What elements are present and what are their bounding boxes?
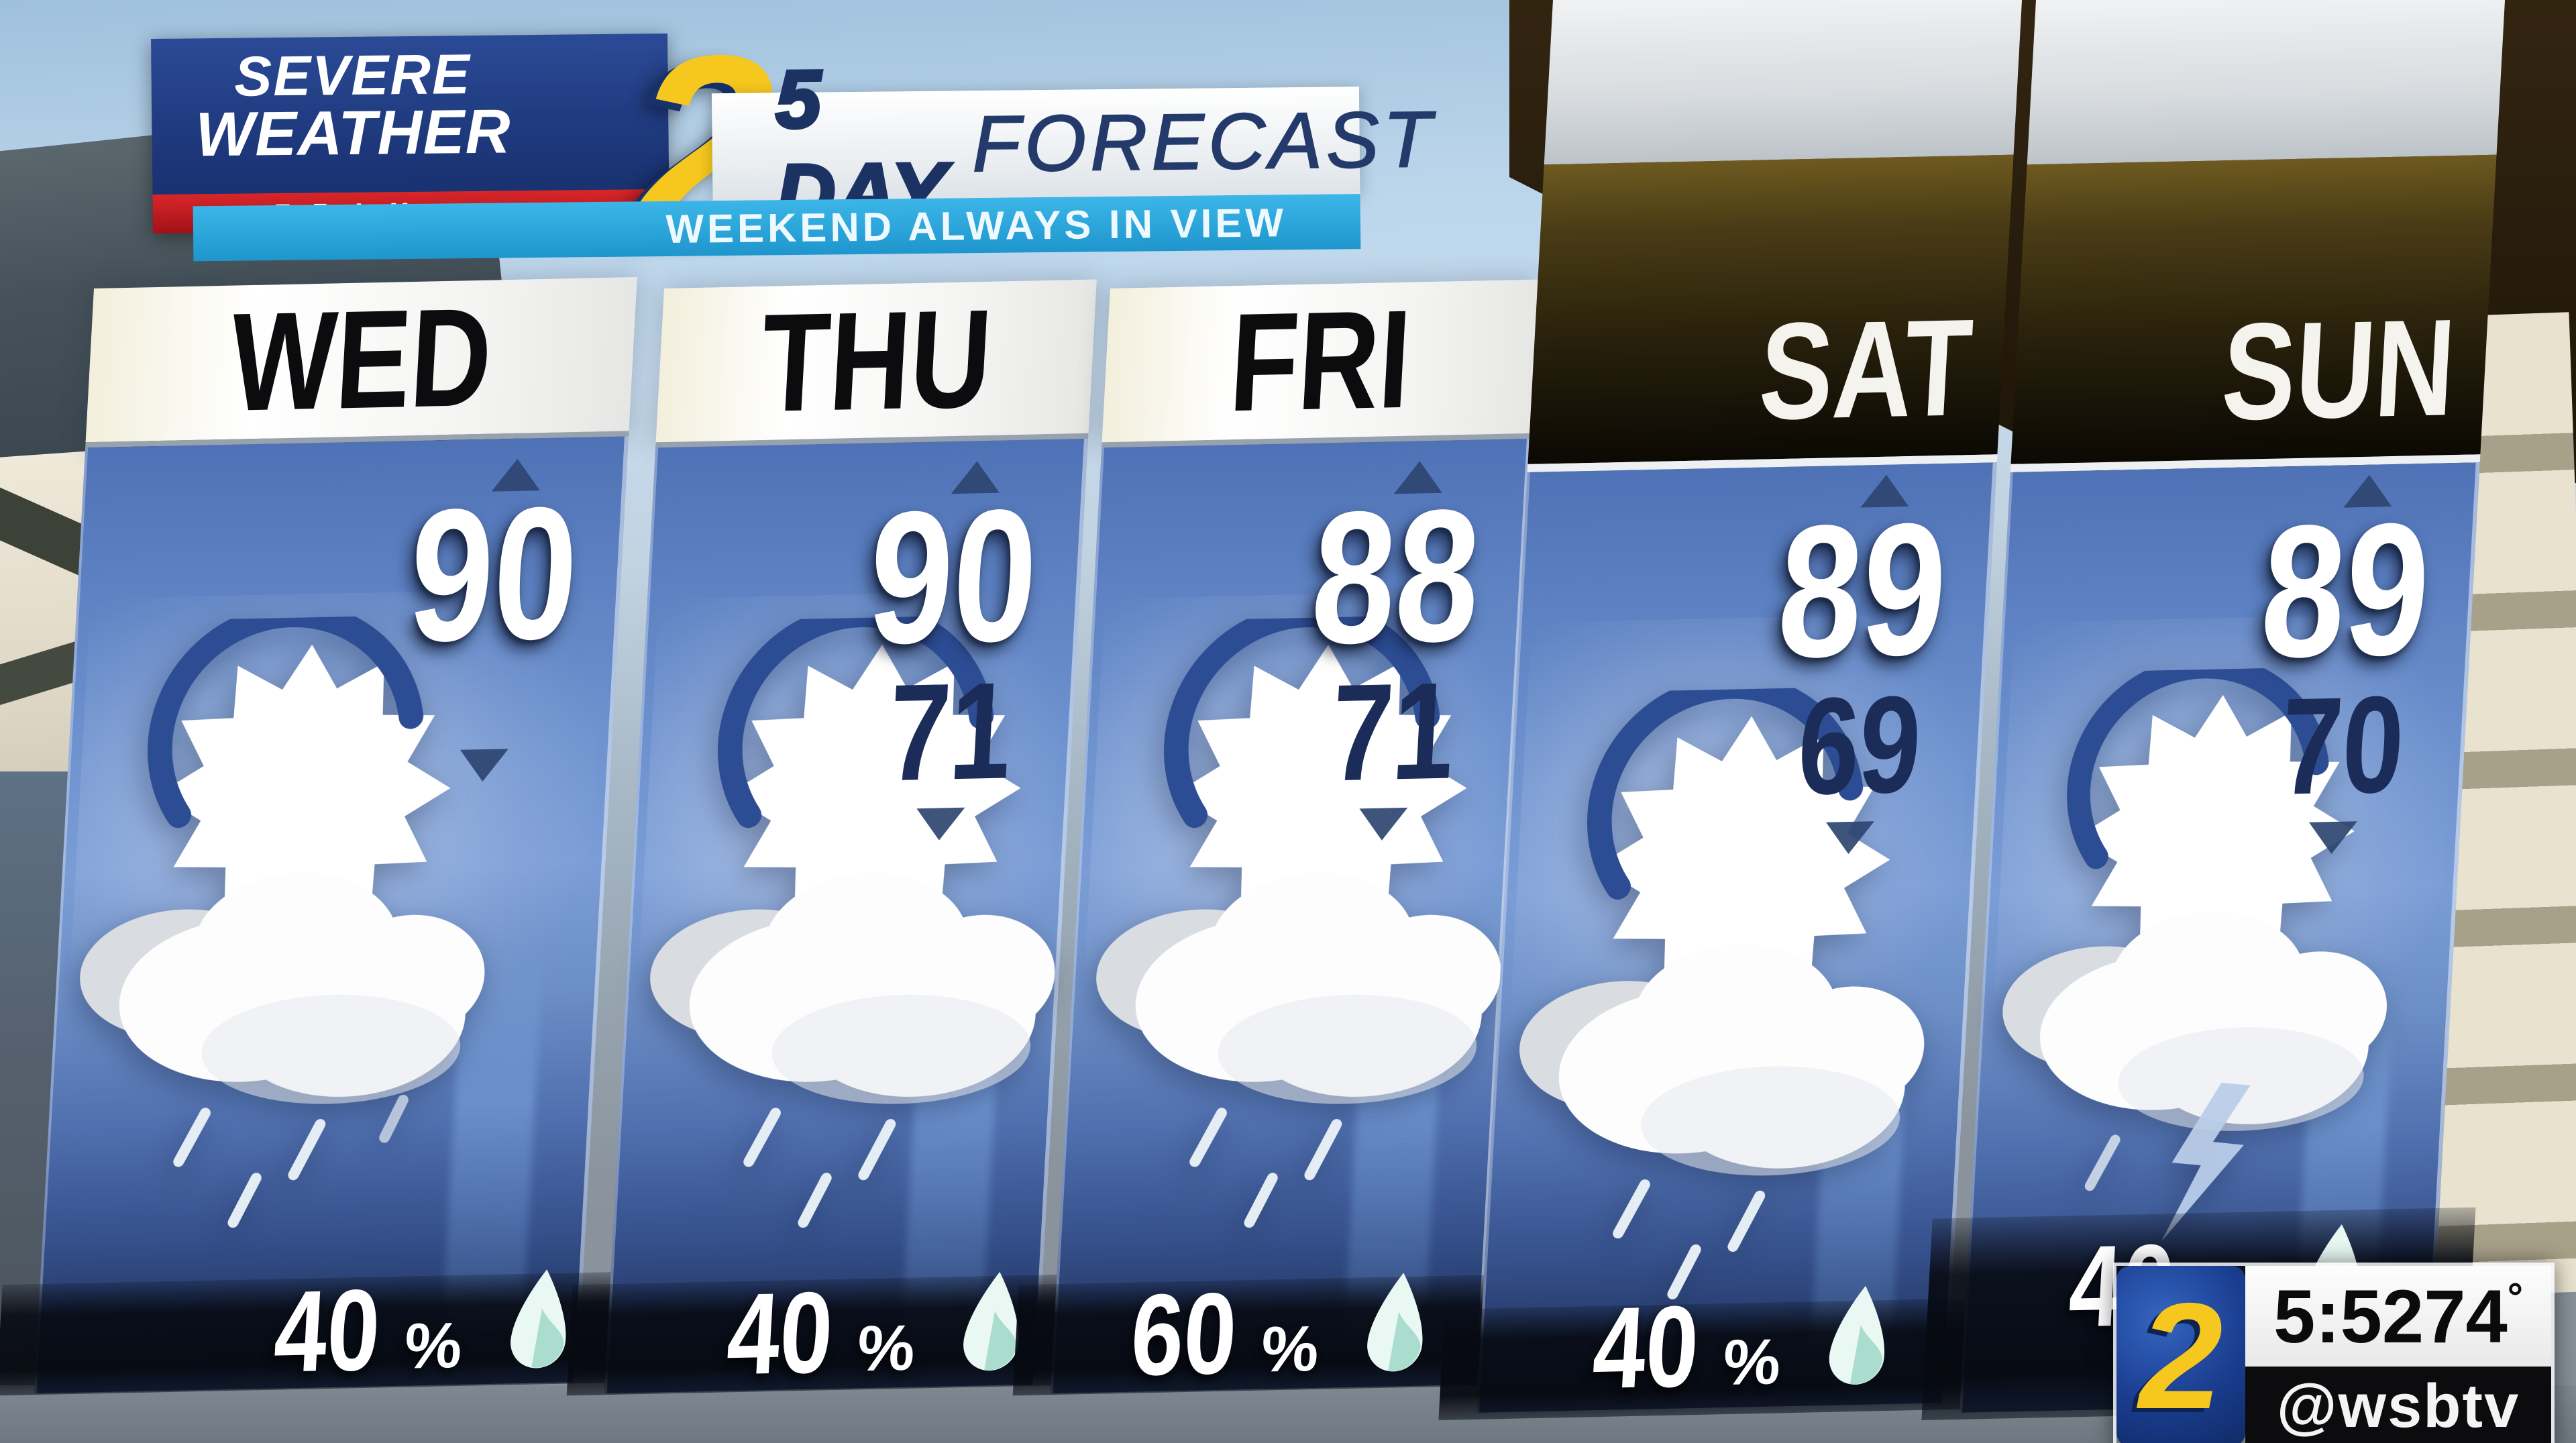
arrow-down-icon [2307, 821, 2357, 855]
arrow-down-icon [1824, 821, 1874, 855]
raindrop-icon [1820, 1279, 1898, 1399]
title-forecast: FORECAST [971, 95, 1437, 189]
day-header: THU [655, 279, 1097, 448]
day-label: SUN [2218, 290, 2459, 449]
current-time: 5:52 [2273, 1274, 2424, 1358]
title-band: 5 DAY FORECAST [711, 52, 1436, 241]
day-label: WED [227, 279, 496, 441]
precip-chance: 60 % [1128, 1269, 1432, 1400]
forecast-panel: 89 70 [1921, 462, 2480, 1421]
high-temp: 89 [1773, 484, 1952, 698]
forecast-column-thu: THU 90 71 [566, 279, 1097, 1399]
arrow-down-icon [914, 808, 965, 841]
subtitle-text: WEEKEND ALWAYS IN VIEW [665, 199, 1287, 252]
day-label: THU [757, 280, 996, 442]
temperature-block: 89 69 [1723, 474, 1952, 857]
raindrop-icon [955, 1265, 1032, 1385]
forecast-column-wed: WED 90 [0, 277, 637, 1397]
sun-cloud-rain-icon [599, 612, 1095, 1236]
percent-sign: % [1721, 1326, 1783, 1399]
forecast-panel: 89 69 [1438, 462, 1997, 1421]
forecast-column-sat: SAT 89 69 [1438, 0, 2023, 1421]
temperature-block: 90 [357, 458, 583, 784]
degree-symbol: ° [2507, 1275, 2523, 1319]
precip-value: 40 [724, 1267, 837, 1399]
low-temp: 71 [884, 653, 1016, 810]
temperature-block: 90 71 [813, 460, 1042, 843]
station-bug: 2 5:52 74° @wsbtv [2113, 1263, 2555, 1443]
percent-sign: % [1259, 1312, 1321, 1386]
forecast-panel: 88 71 [1012, 438, 1532, 1400]
precip-value: 60 [1128, 1269, 1240, 1400]
logo-text: SEVERE WEATHER [171, 42, 535, 170]
high-temp: 90 [404, 468, 583, 682]
social-handle: @wsbtv [2245, 1367, 2551, 1443]
high-temp: 88 [1306, 470, 1485, 684]
day-header-weekend: SAT [1527, 154, 2014, 472]
sun-cloud-lightning-icon [1954, 665, 2425, 1257]
precip-chance: 40 % [724, 1267, 1028, 1399]
high-temp: 89 [2256, 484, 2435, 698]
forecast-panel: 90 [0, 436, 629, 1397]
sun-cloud-rain-icon [29, 612, 525, 1236]
wsb-2-logo: 2 [2116, 1266, 2246, 1443]
percent-sign: % [855, 1312, 917, 1385]
precip-chance: 40 % [271, 1265, 576, 1397]
precip-value: 40 [1589, 1281, 1702, 1413]
precip-value: 40 [271, 1265, 384, 1397]
temperature-block: 88 71 [1256, 460, 1485, 843]
high-temp: 90 [863, 470, 1042, 684]
current-temp: 74° [2424, 1273, 2523, 1360]
forecast-column-sun: SUN 89 70 [1921, 0, 2506, 1421]
time-temp-row: 5:52 74° [2245, 1266, 2551, 1367]
raindrop-icon [1358, 1265, 1436, 1386]
low-temp: 70 [2277, 667, 2408, 824]
logo-weather: WEATHER [195, 96, 512, 170]
sun-cloud-rain-icon [1468, 684, 1964, 1307]
low-temp: 69 [1794, 667, 1925, 824]
current-temp-value: 74 [2424, 1274, 2508, 1358]
day-header: FRI [1102, 279, 1540, 448]
day-label: SAT [1756, 290, 1976, 449]
forecast-column-fri: FRI 88 71 [1012, 279, 1540, 1400]
arrow-down-icon [1357, 808, 1408, 841]
raindrop-icon [502, 1262, 580, 1383]
logo-severe: SEVERE [233, 42, 472, 108]
temperature-block: 89 70 [2206, 474, 2435, 857]
weekend-top-band [1544, 0, 2023, 165]
sun-cloud-rain-icon [1045, 612, 1541, 1236]
bug-info: 5:52 74° @wsbtv [2245, 1266, 2551, 1443]
percent-sign: % [402, 1309, 464, 1383]
day-header: WED [85, 277, 637, 448]
forecast-panel: 90 71 [566, 438, 1089, 1399]
low-temp: 71 [1327, 653, 1458, 810]
weekend-top-band [2027, 0, 2506, 165]
day-label: FRI [1226, 281, 1415, 441]
precip-chance: 40 % [1589, 1281, 1894, 1413]
day-header-weekend: SUN [2010, 154, 2497, 472]
channel-2-bug: 2 [2139, 1271, 2223, 1440]
arrow-down-icon [458, 748, 508, 782]
